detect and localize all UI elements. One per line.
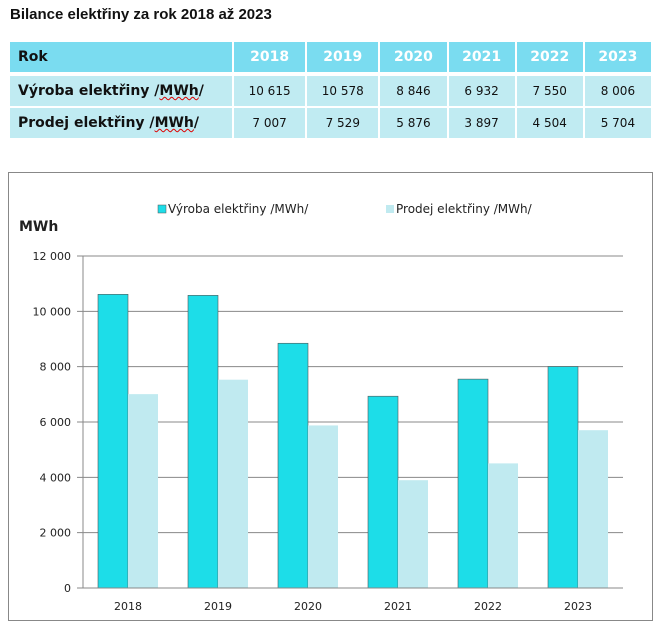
legend-swatch-prodej	[386, 205, 394, 213]
header-year: 2020	[379, 42, 449, 76]
chart-svg: MWh Výroba elektřiny /MWh/ Prodej elektř…	[19, 202, 623, 613]
table-row: Prodej elektřiny /MWh/ 7 007 7 529 5 876…	[10, 107, 654, 140]
y-tick-label: 6 000	[40, 416, 72, 429]
legend-label-vyroba: Výroba elektřiny /MWh/	[168, 202, 309, 216]
bar-prodej-2019	[218, 379, 248, 588]
table-cell: 6 932	[447, 74, 517, 108]
table-row: Výroba elektřiny /MWh/ 10 615 10 578 8 8…	[10, 74, 654, 108]
bar-vyroba-2019	[187, 295, 219, 589]
legend-swatch-vyroba	[157, 204, 167, 214]
y-tick-label: 2 000	[40, 527, 72, 540]
header-year: 2023	[583, 42, 654, 76]
y-tick-label: 4 000	[40, 471, 72, 484]
bar-prodej-2022	[488, 463, 518, 588]
table-cell: 10 615	[233, 74, 308, 108]
row-label-end: /	[193, 115, 200, 131]
row-label-text: Výroba elektřiny /	[18, 83, 160, 99]
row-label-unit: MWh	[154, 115, 194, 131]
y-tick-label: 10 000	[33, 305, 72, 318]
table-header-row: Rok 2018 2019 2020 2021 2022 2023	[10, 42, 654, 76]
table-cell: 5 704	[583, 107, 654, 140]
y-tick-label: 12 000	[33, 250, 72, 263]
row-label-unit: MWh	[159, 83, 199, 99]
header-year: 2021	[447, 42, 517, 76]
bar-vyroba-2023	[547, 366, 579, 589]
row-label: Výroba elektřiny /MWh/	[10, 74, 234, 108]
bar-prodej-2020	[308, 425, 338, 588]
header-year: 2019	[306, 42, 381, 76]
table-cell: 7 529	[306, 107, 381, 140]
y-axis-label: MWh	[19, 219, 58, 235]
row-label: Prodej elektřiny /MWh/	[10, 107, 234, 140]
bar-prodej-2018	[128, 394, 158, 588]
bar-prodej-2021	[398, 480, 428, 588]
row-label-text: Prodej elektřiny /	[18, 115, 155, 131]
x-tick-label: 2022	[474, 600, 502, 613]
table-cell: 7 550	[515, 74, 585, 108]
table-cell: 4 504	[515, 107, 585, 140]
x-tick-label: 2023	[564, 600, 592, 613]
bar-vyroba-2020	[277, 342, 309, 589]
bar-vyroba-2021	[367, 395, 399, 589]
x-tick-label: 2019	[204, 600, 232, 613]
table-cell: 10 578	[306, 74, 381, 108]
y-tick-label: 0	[64, 582, 71, 595]
y-tick-label: 8 000	[40, 361, 72, 374]
table-cell: 3 897	[447, 107, 517, 140]
page-title: Bilance elektřiny za rok 2018 až 2023	[10, 6, 272, 23]
table-cell: 8 846	[379, 74, 449, 108]
bar-vyroba-2018	[97, 294, 129, 589]
bar-vyroba-2022	[457, 378, 489, 589]
header-label: Rok	[10, 42, 234, 76]
x-tick-label: 2020	[294, 600, 322, 613]
bar-chart: MWh Výroba elektřiny /MWh/ Prodej elektř…	[8, 172, 653, 621]
row-label-end: /	[198, 83, 204, 99]
table-cell: 5 876	[379, 107, 449, 140]
table-cell: 7 007	[233, 107, 308, 140]
x-tick-label: 2021	[384, 600, 412, 613]
legend-label-prodej: Prodej elektřiny /MWh/	[396, 202, 533, 216]
header-year: 2022	[515, 42, 585, 76]
header-year: 2018	[233, 42, 308, 76]
data-table: Rok 2018 2019 2020 2021 2022 2023 Výroba…	[10, 42, 654, 140]
bar-prodej-2023	[578, 430, 608, 588]
x-tick-label: 2018	[114, 600, 142, 613]
table-cell: 8 006	[583, 74, 654, 108]
